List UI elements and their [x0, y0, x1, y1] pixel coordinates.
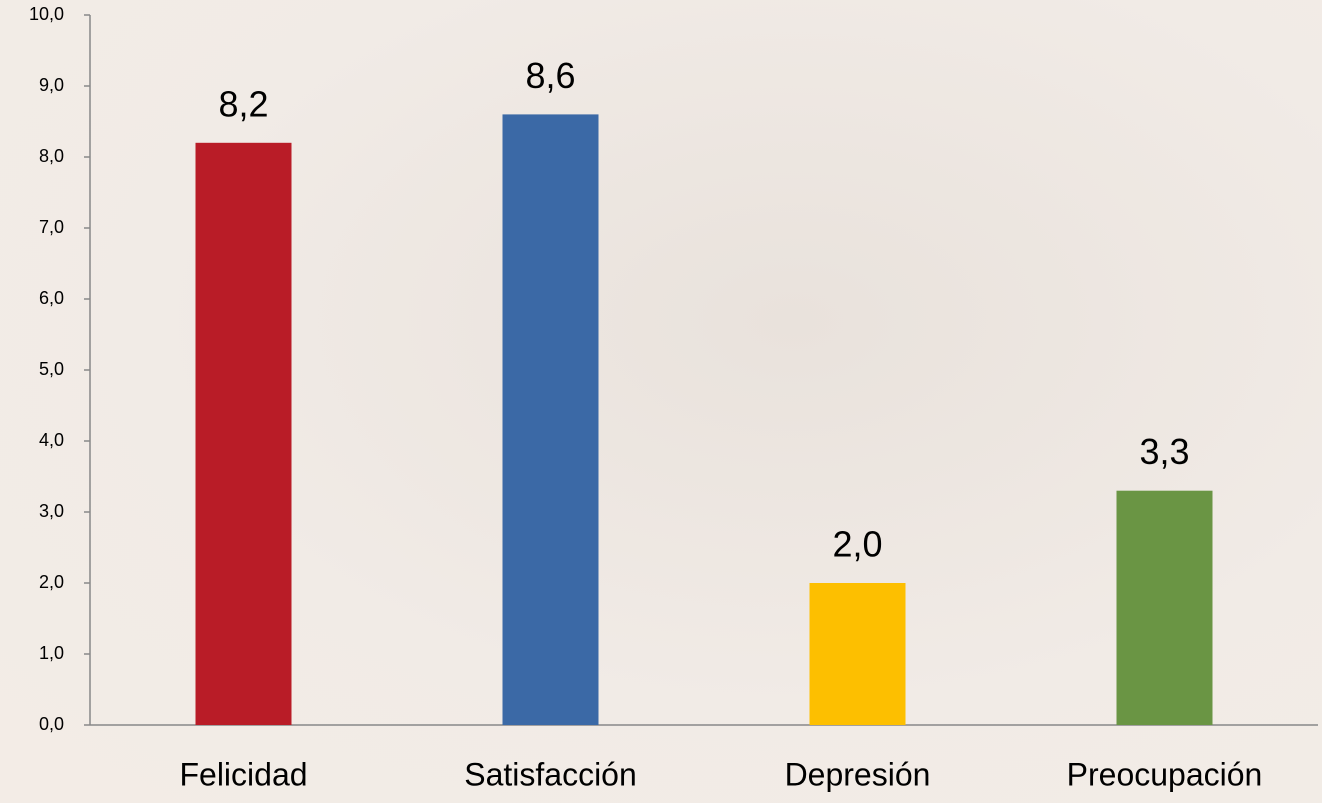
y-tick-label: 5,0: [39, 359, 64, 379]
bar: [502, 114, 599, 725]
bar: [195, 142, 292, 726]
y-tick-label: 6,0: [39, 288, 64, 308]
x-tick-label: Preocupación: [1067, 756, 1263, 792]
x-tick-label: Depresión: [785, 756, 931, 792]
bar: [1116, 490, 1213, 725]
y-tick-label: 8,0: [39, 146, 64, 166]
y-tick-label: 10,0: [29, 4, 64, 24]
value-label: 8,2: [218, 83, 268, 124]
x-tick-label: Felicidad: [179, 756, 307, 792]
y-tick-label: 9,0: [39, 75, 64, 95]
y-tick-label: 7,0: [39, 217, 64, 237]
y-tick-label: 0,0: [39, 714, 64, 734]
value-label: 3,3: [1139, 431, 1189, 472]
y-tick-label: 2,0: [39, 572, 64, 592]
y-tick-label: 4,0: [39, 430, 64, 450]
value-label: 2,0: [832, 524, 882, 565]
bar: [809, 583, 906, 725]
x-tick-label: Satisfacción: [464, 756, 637, 792]
y-tick-label: 1,0: [39, 643, 64, 663]
y-tick-label: 3,0: [39, 501, 64, 521]
value-label: 8,6: [525, 55, 575, 96]
